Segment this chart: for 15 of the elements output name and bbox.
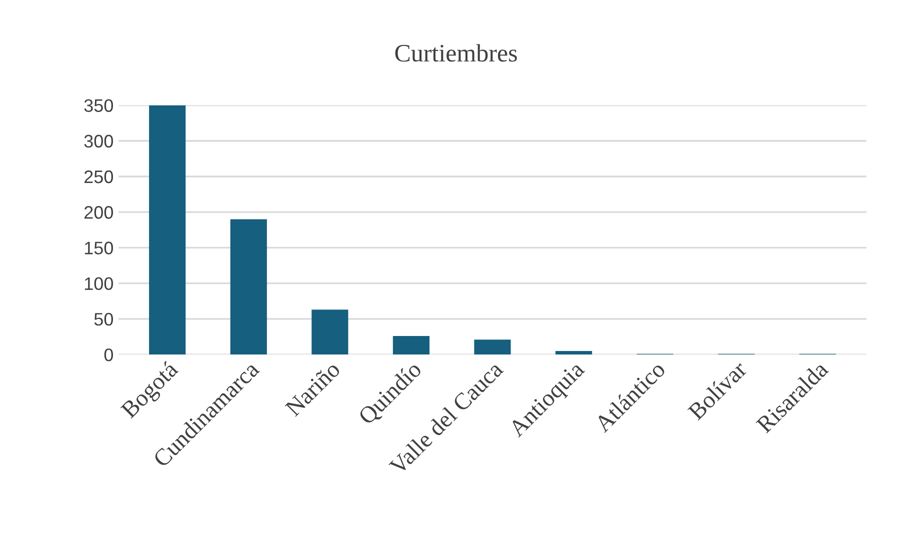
bar	[474, 340, 511, 355]
bar	[230, 219, 267, 355]
y-tick-label: 100	[84, 277, 113, 290]
y-tick-label: 250	[84, 170, 113, 184]
y-tick-label: 300	[84, 134, 113, 148]
bar	[149, 105, 186, 355]
y-tick-label: 200	[84, 206, 113, 219]
y-tick-label: 350	[84, 99, 113, 112]
chart-title: Curtiembres	[395, 44, 517, 62]
y-tick-label: 50	[94, 312, 113, 326]
bar	[555, 351, 592, 355]
bar	[312, 310, 348, 355]
y-tick-label: 150	[84, 242, 113, 254]
bar	[392, 336, 430, 355]
y-tick-label: 0	[104, 348, 113, 362]
